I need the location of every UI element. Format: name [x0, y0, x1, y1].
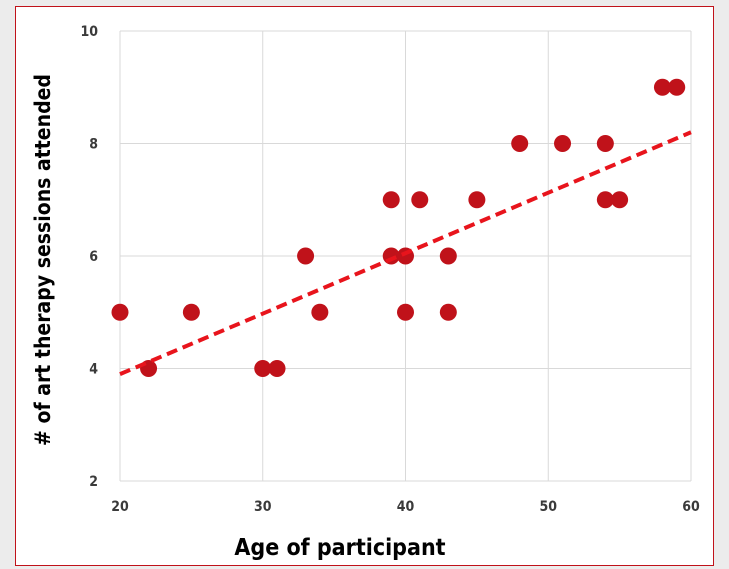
- x-tick-label: 60: [682, 499, 700, 515]
- y-tick-label: 6: [89, 249, 98, 265]
- x-tick-label: 40: [397, 499, 415, 515]
- x-tick-label: 20: [111, 499, 129, 515]
- data-point: [297, 247, 315, 265]
- data-point: [182, 303, 200, 321]
- data-point: [439, 247, 457, 265]
- data-point: [653, 78, 671, 96]
- y-axis-title: # of art therapy sessions attended: [31, 74, 55, 446]
- data-point: [511, 135, 529, 152]
- data-point: [397, 303, 414, 321]
- x-tick-label: 30: [254, 499, 272, 515]
- x-tick-labels: 20 30 40 50 60: [111, 499, 700, 515]
- y-tick-label: 4: [89, 362, 98, 378]
- y-tick-label: 10: [80, 24, 98, 40]
- y-tick-labels: 2 4 6 8 10: [80, 24, 98, 490]
- data-point: [254, 360, 272, 377]
- data-point: [111, 303, 129, 321]
- data-point: [611, 191, 629, 209]
- x-tick-label: 50: [539, 499, 557, 515]
- data-point: [596, 135, 614, 152]
- data-point: [411, 191, 429, 209]
- y-grid-lines: [120, 30, 691, 482]
- y-tick-label: 2: [89, 474, 98, 490]
- data-point: [311, 303, 329, 321]
- scatter-chart: 2 4 6 8 10 20 30 40 50 60 Age of participant # o…: [31, 24, 700, 561]
- chart-frame: 2 4 6 8 10 20 30 40 50 60 Age of participant # o…: [15, 6, 714, 566]
- data-point: [468, 191, 486, 209]
- data-point: [268, 360, 286, 377]
- data-point: [439, 303, 457, 321]
- data-point: [382, 191, 400, 209]
- trendline: [119, 130, 692, 376]
- data-point: [596, 191, 614, 209]
- data-point: [668, 78, 686, 96]
- y-tick-label: 8: [89, 137, 98, 153]
- data-point: [554, 135, 572, 152]
- x-axis-title: Age of participant: [234, 535, 445, 561]
- data-points: [111, 78, 686, 377]
